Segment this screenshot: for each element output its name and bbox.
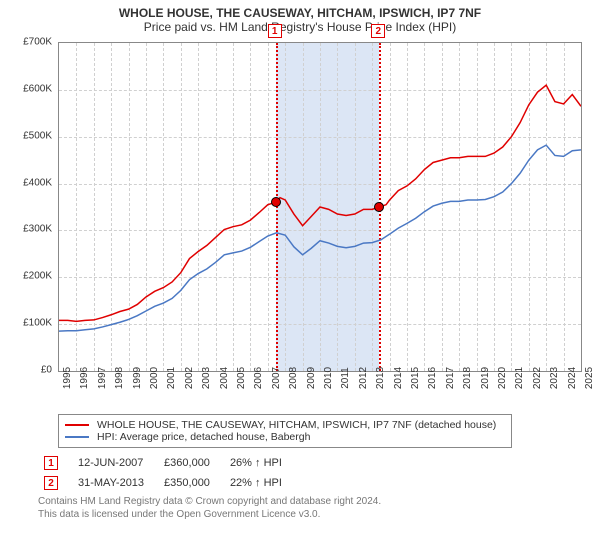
event-marker bbox=[271, 197, 281, 207]
x-tick-label: 2010 bbox=[323, 367, 334, 389]
x-tick-label: 2002 bbox=[184, 367, 195, 389]
chart-container: WHOLE HOUSE, THE CAUSEWAY, HITCHAM, IPSW… bbox=[0, 0, 600, 560]
event-date-2: 31-MAY-2013 bbox=[74, 474, 158, 492]
x-tick-label: 2016 bbox=[427, 367, 438, 389]
legend-row-property: WHOLE HOUSE, THE CAUSEWAY, HITCHAM, IPSW… bbox=[65, 419, 505, 431]
chart-area: £0 £100K £200K £300K £400K £500K £600K £700K 19… bbox=[10, 38, 590, 408]
plot-region bbox=[58, 42, 582, 372]
y-tick-label: £700K bbox=[23, 37, 52, 48]
x-tick-label: 2003 bbox=[201, 367, 212, 389]
x-tick-label: 2008 bbox=[288, 367, 299, 389]
x-tick-label: 2025 bbox=[584, 367, 595, 389]
x-tick-label: 1996 bbox=[79, 367, 90, 389]
event-row-2: 2 31-MAY-2013 £350,000 22% ↑ HPI bbox=[40, 474, 296, 492]
y-tick-label: £400K bbox=[23, 177, 52, 188]
y-tick-label: £600K bbox=[23, 83, 52, 94]
legend-swatch-hpi bbox=[65, 436, 89, 438]
legend: WHOLE HOUSE, THE CAUSEWAY, HITCHAM, IPSW… bbox=[58, 414, 512, 448]
event-hpidiff-2: 22% ↑ HPI bbox=[226, 474, 296, 492]
series-property bbox=[59, 85, 581, 321]
x-tick-label: 2011 bbox=[340, 367, 351, 389]
event-price-2: £350,000 bbox=[160, 474, 224, 492]
footnote-line1: Contains HM Land Registry data © Crown c… bbox=[38, 496, 381, 507]
x-tick-label: 2004 bbox=[219, 367, 230, 389]
event-date-1: 12-JUN-2007 bbox=[74, 454, 158, 472]
x-tick-label: 2024 bbox=[567, 367, 578, 389]
y-tick-label: £100K bbox=[23, 318, 52, 329]
x-tick-label: 2023 bbox=[549, 367, 560, 389]
x-tick-label: 2000 bbox=[149, 367, 160, 389]
y-tick-label: £0 bbox=[41, 365, 52, 376]
event-badge-plot: 1 bbox=[268, 24, 282, 38]
legend-label-property: WHOLE HOUSE, THE CAUSEWAY, HITCHAM, IPSW… bbox=[97, 419, 496, 431]
footnote-line2: This data is licensed under the Open Gov… bbox=[38, 509, 320, 520]
x-tick-label: 2001 bbox=[166, 367, 177, 389]
x-tick-label: 2018 bbox=[462, 367, 473, 389]
x-tick-label: 2006 bbox=[253, 367, 264, 389]
chart-title-line2: Price paid vs. HM Land Registry's House … bbox=[10, 20, 590, 34]
x-tick-label: 2015 bbox=[410, 367, 421, 389]
chart-title-line1: WHOLE HOUSE, THE CAUSEWAY, HITCHAM, IPSW… bbox=[10, 6, 590, 20]
x-tick-label: 2009 bbox=[306, 367, 317, 389]
event-row-1: 1 12-JUN-2007 £360,000 26% ↑ HPI bbox=[40, 454, 296, 472]
x-tick-label: 2005 bbox=[236, 367, 247, 389]
legend-row-hpi: HPI: Average price, detached house, Babe… bbox=[65, 431, 505, 443]
line-series-svg bbox=[59, 43, 581, 371]
x-tick-label: 1997 bbox=[97, 367, 108, 389]
event-hpidiff-1: 26% ↑ HPI bbox=[226, 454, 296, 472]
footnote: Contains HM Land Registry data © Crown c… bbox=[38, 496, 590, 521]
event-badge-2: 2 bbox=[44, 476, 58, 490]
x-tick-label: 2020 bbox=[497, 367, 508, 389]
x-tick-label: 2019 bbox=[480, 367, 491, 389]
x-tick-label: 2013 bbox=[375, 367, 386, 389]
x-tick-label: 2014 bbox=[393, 367, 404, 389]
y-tick-label: £500K bbox=[23, 130, 52, 141]
event-badge-plot: 2 bbox=[371, 24, 385, 38]
event-price-1: £360,000 bbox=[160, 454, 224, 472]
x-tick-label: 1999 bbox=[132, 367, 143, 389]
x-tick-label: 1995 bbox=[62, 367, 73, 389]
x-tick-label: 2022 bbox=[532, 367, 543, 389]
legend-swatch-property bbox=[65, 424, 89, 426]
event-badge-1: 1 bbox=[44, 456, 58, 470]
legend-label-hpi: HPI: Average price, detached house, Babe… bbox=[97, 431, 310, 443]
y-tick-label: £200K bbox=[23, 271, 52, 282]
x-tick-label: 1998 bbox=[114, 367, 125, 389]
y-tick-label: £300K bbox=[23, 224, 52, 235]
x-tick-label: 2007 bbox=[271, 367, 282, 389]
x-tick-label: 2012 bbox=[358, 367, 369, 389]
events-table: 1 12-JUN-2007 £360,000 26% ↑ HPI 2 31-MA… bbox=[38, 452, 298, 494]
series-hpi bbox=[59, 145, 581, 331]
x-tick-label: 2017 bbox=[445, 367, 456, 389]
x-tick-label: 2021 bbox=[514, 367, 525, 389]
event-marker bbox=[374, 202, 384, 212]
